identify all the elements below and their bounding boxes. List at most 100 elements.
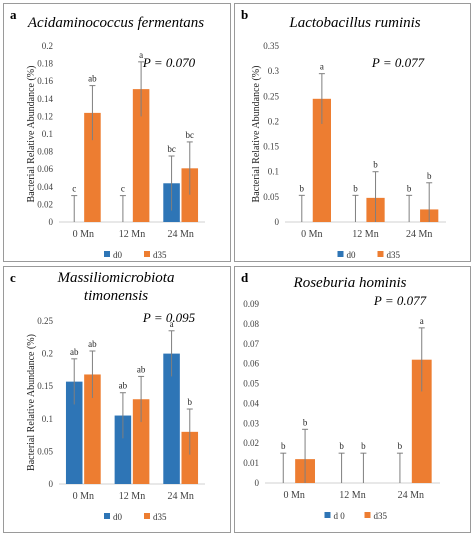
y-tick-label: 0.25 [263,91,279,101]
legend-label: d0 [113,512,123,522]
bar-d35-24Mn [411,359,432,483]
y-tick-label: 0.14 [37,94,53,104]
y-tick-label: 0.05 [37,446,53,456]
y-tick-label: 0.12 [37,111,53,121]
significance-letter: b [361,441,366,451]
panel-letter: d [241,270,249,285]
chart-svg-c: c Massiliomicrobiota timonensis P = 0.095 0 0… [10,270,205,522]
legend-swatch [104,251,110,257]
y-axis-label: Bacterial Relative Abundance (%) [26,66,37,203]
p-value-label: P = 0.077 [373,293,427,308]
significance-letter: ab [70,347,79,357]
chart-title: Lactobacillus ruminis [288,15,420,31]
y-tick-label: 0.16 [37,76,53,86]
y-tick-label: 0 [275,217,280,227]
chart-title-line: timonensis [84,288,148,304]
x-tick-label: 0 Mn [73,491,94,502]
y-tick-label: 0.35 [263,41,279,51]
legend-label: d 0 [334,511,346,521]
significance-letter: b [300,183,305,193]
significance-letter: bc [186,130,195,140]
bar-d35-0Mn [84,112,101,222]
chart-title-line: Massiliomicrobiota [57,270,175,286]
chart-title: Acidaminococcus fermentans [27,15,204,31]
x-tick-label: 24 Mn [406,229,432,240]
bar-d0-24Mn [163,353,180,484]
x-tick-label: 0 Mn [283,490,304,501]
x-tick-label: 24 Mn [167,229,193,240]
p-value-label: P = 0.070 [142,55,196,70]
y-axis-label: Bacterial Relative Abundance (%) [26,334,37,471]
y-tick-label: 0 [49,217,54,227]
significance-letter: bc [167,144,176,154]
chart-panel-a: a Acidaminococcus fermentans P = 0.070 0 0.0… [3,3,231,262]
legend-swatch [144,513,150,519]
panel-letter: a [10,7,17,22]
chart-panel-c: c Massiliomicrobiota timonensis P = 0.095 0 0… [3,266,231,533]
legend-label: d35 [374,511,388,521]
bar-d35-12Mn [132,399,150,484]
legend-label: d35 [153,250,167,260]
bar-d35-0Mn [312,98,331,222]
significance-letter: b [407,183,412,193]
y-tick-label: 0.18 [37,59,53,69]
significance-letter: b [373,160,378,170]
y-tick-label: 0.08 [243,319,259,329]
y-tick-label: 0 [49,479,54,489]
chart-panel-d: d Roseburia hominis P = 0.077 0 0.01 0.02 0.03… [234,266,471,533]
significance-letter: b [353,183,358,193]
y-tick-label: 0.2 [42,41,53,51]
x-tick-label: 24 Mn [398,490,424,501]
legend-label: d35 [153,512,167,522]
bar-d35-24Mn [181,168,199,222]
significance-letter: b [427,171,432,181]
y-tick-label: 0.04 [37,182,53,192]
significance-letter: a [420,316,424,326]
significance-letter: b [339,441,344,451]
chart-svg-b: b Lactobacillus ruminis P = 0.077 0 0.05 0.1 0… [241,7,446,260]
bar-d0-0Mn [65,381,83,484]
y-tick-label: 0.05 [243,379,259,389]
legend-label: d35 [387,250,401,260]
significance-letter: c [72,184,76,194]
y-tick-label: 0.1 [42,414,53,424]
y-tick-label: 0.03 [243,418,259,428]
x-tick-label: 12 Mn [339,490,365,501]
y-tick-label: 0.08 [37,147,53,157]
y-tick-label: 0.02 [243,438,259,448]
y-tick-label: 0.3 [268,66,280,76]
bar-d35-0Mn [84,374,101,484]
legend-swatch [144,251,150,257]
significance-letter: b [188,397,193,407]
y-tick-label: 0.06 [37,164,53,174]
y-tick-label: 0 [255,478,260,488]
x-tick-label: 0 Mn [73,229,94,240]
significance-letter: b [303,417,308,427]
significance-letter: ab [88,339,97,349]
x-tick-label: 24 Mn [167,491,193,502]
bar-d35-12Mn [132,89,150,223]
legend-swatch [337,251,344,257]
bar-d0-12Mn [114,415,132,484]
y-tick-label: 0.02 [37,199,53,209]
significance-letter: ab [119,381,128,391]
significance-letter: b [281,441,286,451]
y-tick-label: 0.1 [268,167,279,177]
y-tick-label: 0.07 [243,339,259,349]
y-tick-label: 0.2 [268,116,279,126]
y-tick-label: 0.25 [37,316,53,326]
y-tick-label: 0.04 [243,398,259,408]
p-value-label: P = 0.077 [371,55,425,70]
x-tick-label: 12 Mn [119,229,145,240]
chart-svg-d: d Roseburia hominis P = 0.077 0 0.01 0.02 0.03… [241,270,440,521]
chart-svg-a: a Acidaminococcus fermentans P = 0.070 0 0.0… [10,7,205,260]
legend-label: d0 [113,250,123,260]
y-tick-label: 0.09 [243,299,259,309]
significance-letter: a [170,319,174,329]
legend-swatch [377,251,384,257]
y-tick-label: 0.05 [263,192,279,202]
significance-letter: a [320,62,324,72]
bar-d35-24Mn [181,431,199,484]
significance-letter: a [139,50,143,60]
